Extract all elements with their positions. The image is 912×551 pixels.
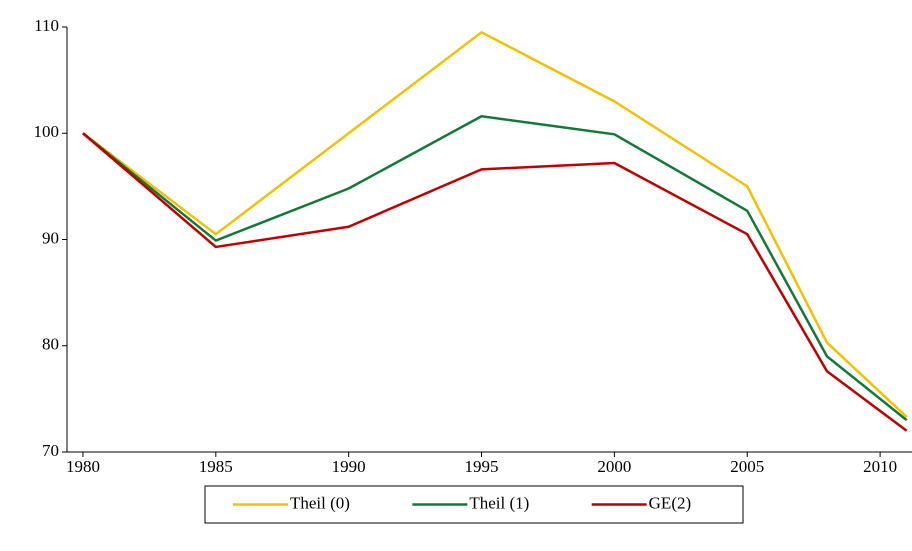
legend-label: GE(2) <box>649 493 691 512</box>
y-tick-label: 90 <box>42 228 59 247</box>
legend-label: Theil (0) <box>290 493 350 512</box>
x-tick-label: 2010 <box>863 457 897 476</box>
y-tick-label: 110 <box>34 16 59 35</box>
series-line <box>82 31 908 418</box>
series-line <box>82 115 908 422</box>
x-tick-label: 1995 <box>465 457 499 476</box>
x-tick-label: 2000 <box>597 457 631 476</box>
y-tick-label: 70 <box>42 441 59 460</box>
series-line <box>82 132 908 432</box>
y-tick-label: 80 <box>42 335 59 354</box>
x-tick-label: 2005 <box>730 457 764 476</box>
x-tick-label: 1990 <box>332 457 366 476</box>
y-tick-label: 100 <box>34 122 60 141</box>
x-tick-label: 1980 <box>66 457 100 476</box>
legend-box <box>204 485 744 524</box>
legend-label: Theil (1) <box>469 493 529 512</box>
x-tick-label: 1985 <box>199 457 233 476</box>
